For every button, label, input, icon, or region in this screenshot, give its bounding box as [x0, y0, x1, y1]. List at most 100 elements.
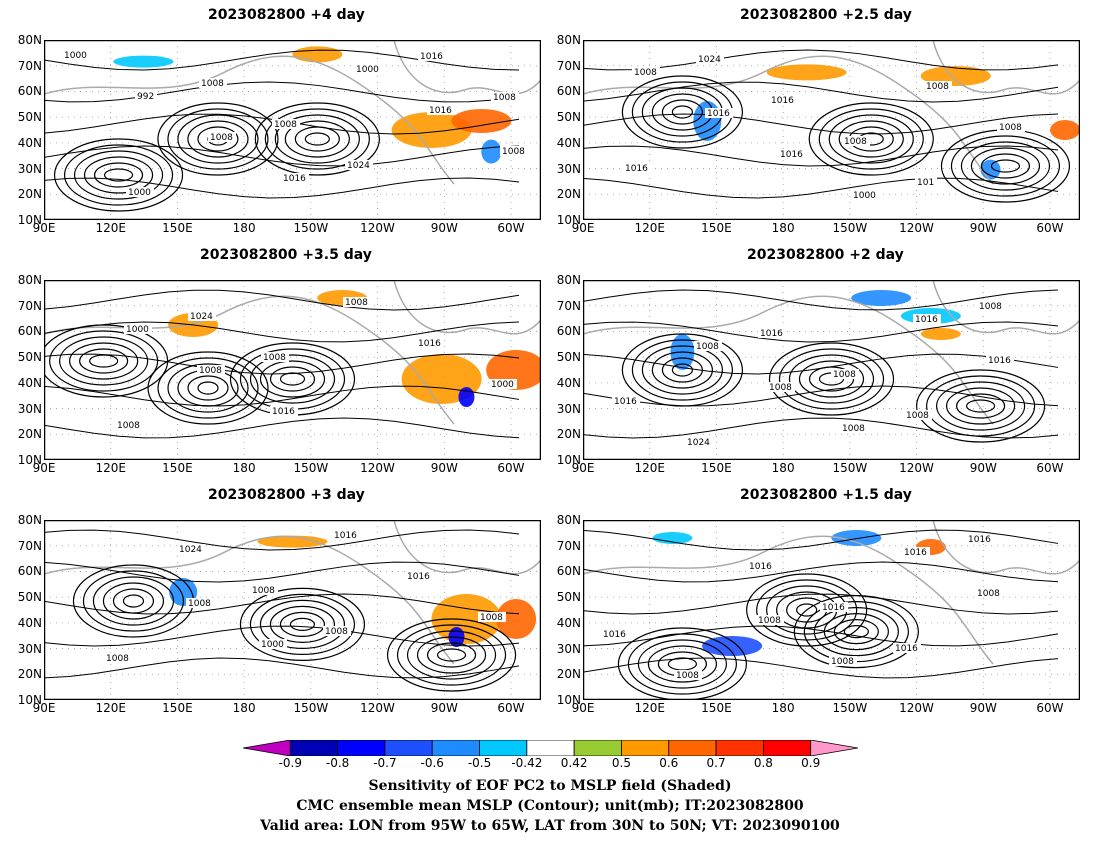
y-tick-label: 60N	[17, 324, 42, 339]
colorbar-swatch	[526, 740, 575, 756]
colorbar-tick-label: 0.8	[753, 756, 773, 770]
colorbar-swatch	[810, 740, 858, 756]
panel-title-3: 2023082800 +3.5 day	[200, 247, 372, 263]
coastline	[583, 40, 1080, 185]
contour-label: 1008	[696, 342, 719, 352]
y-tick-label: 50N	[17, 110, 42, 125]
coastline	[44, 520, 541, 665]
contour-label: 1016	[822, 603, 845, 613]
contour-label: 1016	[760, 329, 783, 339]
y-tick-label: 80N	[17, 33, 42, 47]
contour-label: 1024	[347, 161, 370, 171]
colorbar-swatch	[573, 740, 622, 756]
contour-label: 1016	[334, 531, 357, 541]
colorbar-tick-label: 0.42	[560, 756, 588, 770]
panel-title-4: 2023082800 +2 day	[747, 247, 904, 263]
colorbar	[243, 740, 858, 756]
contour-label: 1016	[904, 548, 927, 558]
map-panel-5: 1008 1000 1016 1016 1008 1008 1024 1008 1008	[44, 520, 541, 700]
colorbar-swatch	[431, 740, 480, 756]
sensitivity-shading	[257, 535, 328, 548]
colorbar-tick-label: -0.42	[511, 756, 543, 770]
contour-label: 1016	[749, 562, 772, 572]
x-tick-label: 150E	[162, 221, 193, 235]
sensitivity-shading	[292, 46, 343, 63]
contour-label: 1008	[188, 599, 211, 609]
contour-label: 1008	[252, 586, 275, 596]
y-tick-label: 40N	[556, 135, 581, 150]
x-tick-label: 150W	[832, 461, 868, 475]
contour-label: 1008	[117, 421, 140, 431]
map-panel-6: 1008 1008 1016 1008 1016 1008 1016 1016 1016 1016	[583, 520, 1080, 700]
contour-label: 1016	[429, 106, 452, 116]
contour-label: 1016	[988, 356, 1011, 366]
x-tick-label: 120E	[634, 461, 665, 475]
x-tick-label: 90E	[32, 461, 56, 475]
x-tick-label: 180	[771, 461, 795, 475]
caption-line-2: CMC ensemble mean MSLP (Contour); unit(m…	[296, 798, 804, 814]
y-tick-label: 20N	[17, 187, 42, 202]
sensitivity-shading	[652, 532, 693, 544]
contour-label: 1000	[356, 65, 379, 75]
contour-label: 1016	[968, 535, 991, 545]
contour-label: 1008	[833, 370, 856, 380]
sensitivity-shading	[113, 55, 174, 68]
x-tick-label: 90W	[969, 461, 997, 475]
y-tick-label: 30N	[556, 401, 581, 416]
x-tick-label: 90W	[969, 701, 997, 715]
y-tick-label: 30N	[17, 161, 42, 176]
x-tick-label: 150E	[162, 461, 193, 475]
sensitivity-shading	[693, 101, 722, 141]
x-tick-label: 150W	[832, 221, 868, 235]
colorbar-swatch	[668, 740, 717, 756]
y-tick-label: 10N	[556, 693, 581, 707]
colorbar-tick-label: 0.5	[611, 756, 631, 770]
x-tick-label: 60W	[497, 461, 525, 475]
contour-label: 1008	[676, 671, 699, 681]
x-tick-label: 90W	[430, 701, 458, 715]
sensitivity-shading	[920, 328, 961, 340]
x-tick-label: 150E	[701, 221, 732, 235]
map-panel-1: 1000 992 1008 1016 1000 1016 1008 1000 1008 1008 1…	[44, 40, 541, 220]
y-tick-label: 20N	[17, 427, 42, 442]
contour-label: 1016	[283, 174, 306, 184]
x-tick-label: 90E	[32, 701, 56, 715]
y-tick-label: 70N	[17, 58, 42, 73]
contour-label: 1008	[493, 93, 516, 103]
contour-label: 1016	[707, 109, 730, 119]
contour-label: 1008	[325, 627, 348, 637]
x-tick-label: 120W	[899, 701, 934, 715]
contour-label: 1024	[687, 438, 710, 448]
contour-label: 1008	[345, 298, 368, 308]
x-tick-label: 90W	[430, 221, 458, 235]
colorbar-swatch	[289, 740, 339, 756]
y-tick-label: 50N	[556, 110, 581, 125]
y-tick-label: 10N	[17, 213, 42, 227]
x-tick-label: 90E	[571, 221, 595, 235]
x-tick-label: 180	[232, 461, 256, 475]
contour-label: 1008	[977, 589, 1000, 599]
sensitivity-shading	[481, 139, 502, 164]
contour-label: 1016	[420, 52, 443, 62]
x-tick-label: 120W	[360, 701, 395, 715]
y-tick-label: 30N	[17, 641, 42, 656]
colorbar-tick-label: 0.6	[659, 756, 679, 770]
coastline	[583, 280, 1080, 425]
x-tick-label: 150W	[832, 701, 868, 715]
contour-label: 1008	[199, 366, 222, 376]
y-tick-label: 40N	[556, 615, 581, 630]
y-tick-label: 50N	[556, 350, 581, 365]
x-tick-label: 60W	[1036, 221, 1064, 235]
y-tick-label: 10N	[556, 453, 581, 467]
contour-label: 992	[137, 92, 154, 102]
x-tick-label: 120W	[360, 221, 395, 235]
y-tick-label: 70N	[556, 298, 581, 313]
colorbar-tick-label: -0.9	[278, 756, 302, 770]
y-tick-label: 10N	[556, 213, 581, 227]
sensitivity-shading	[451, 109, 512, 133]
y-tick-label: 40N	[17, 135, 42, 150]
x-tick-label: 90W	[430, 461, 458, 475]
contour-label: 1008	[769, 383, 792, 393]
x-tick-label: 90W	[969, 221, 997, 235]
y-tick-label: 10N	[17, 693, 42, 707]
